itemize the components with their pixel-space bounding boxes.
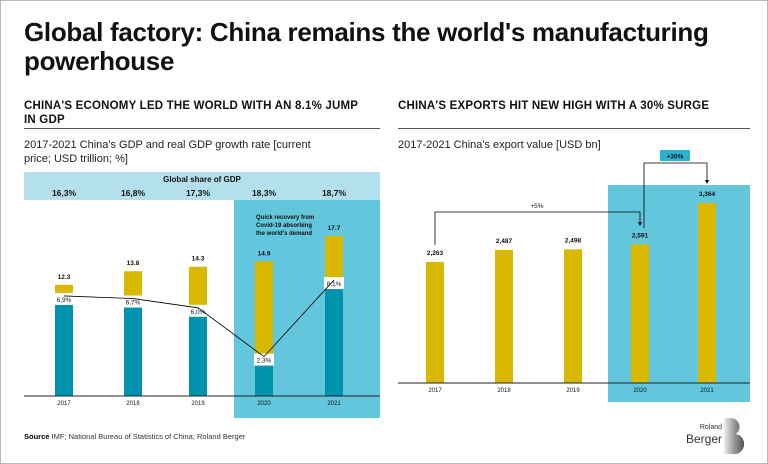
arrow-30pct <box>643 162 708 228</box>
source-note: Source IMF; National Bureau of Statistic… <box>24 432 245 441</box>
export-bar <box>564 249 582 383</box>
roland-berger-logo: Roland Berger <box>686 418 744 455</box>
left-heading: CHINA'S ECONOMY LED THE WORLD WITH AN 8.… <box>24 100 358 126</box>
gdp-value-label: 13.8 <box>127 260 140 267</box>
x-tick-label: 2021 <box>700 388 714 394</box>
x-tick-label: 2019 <box>191 401 205 407</box>
x-tick-label: 2018 <box>126 401 140 407</box>
global-share-label: 16,3% <box>52 188 77 198</box>
x-tick-label: 2017 <box>57 401 71 407</box>
export-bar <box>698 203 716 383</box>
growth-bar <box>255 365 273 396</box>
annotation: the world's demand <box>256 231 312 237</box>
gdp-value-label: 14.9 <box>258 250 271 257</box>
arrow-head <box>638 222 642 226</box>
growth-bar <box>124 307 142 396</box>
x-tick-label: 2021 <box>327 401 341 407</box>
growth-value-label: 6,0% <box>191 309 206 316</box>
growth-bar <box>325 289 343 396</box>
gdp-value-label: 17.7 <box>328 225 341 232</box>
source-text: IMF; National Bureau of Statistics of Ch… <box>51 432 246 441</box>
global-share-band <box>24 172 380 200</box>
right-rule <box>398 128 750 129</box>
arrow-5pct <box>434 211 641 245</box>
svg-text:Roland: Roland <box>700 424 722 431</box>
source-label: Source <box>24 432 50 441</box>
growth-bar <box>189 316 207 396</box>
growth-value-label: 8,1% <box>327 281 342 288</box>
growth-value-label: 2,3% <box>257 358 272 365</box>
growth-bar <box>55 304 73 396</box>
export-bar <box>495 249 513 383</box>
band-title: Global share of GDP <box>163 175 241 184</box>
growth-line <box>63 279 335 358</box>
gdp-value-label: 12.3 <box>58 274 71 281</box>
growth-annotation-30pct: +30% <box>667 154 684 161</box>
right-subtitle: 2017-2021 China's export value [USD bn] <box>398 139 601 151</box>
global-share-label: 18,7% <box>322 188 347 198</box>
annotation: Quick recovery from <box>256 215 314 221</box>
export-value-label: 2,487 <box>496 238 513 245</box>
export-value-label: 2,498 <box>565 237 582 244</box>
global-share-label: 16,8% <box>121 188 146 198</box>
x-tick-label: 2017 <box>428 388 442 394</box>
annotation: Covid-19 absorbing <box>256 223 312 229</box>
growth-value-label: 6,9% <box>57 297 72 304</box>
export-bar <box>426 261 444 383</box>
growth-annotation-5pct: +5% <box>530 203 543 210</box>
export-value-label: 2,591 <box>632 232 649 239</box>
x-tick-label: 2020 <box>633 388 647 394</box>
svg-text:Berger: Berger <box>686 432 722 446</box>
export-bar <box>631 244 649 383</box>
global-share-label: 18,3% <box>252 188 277 198</box>
x-tick-label: 2020 <box>257 401 271 407</box>
left-rule <box>24 128 380 129</box>
global-share-label: 17,3% <box>186 188 211 198</box>
gdp-value-label: 14.3 <box>192 256 205 263</box>
left-subtitle: 2017-2021 China's GDP and real GDP growt… <box>24 139 311 165</box>
x-tick-label: 2019 <box>566 388 580 394</box>
export-value-label: 3,364 <box>699 191 716 198</box>
x-tick-label: 2018 <box>497 388 511 394</box>
export-value-label: 2,263 <box>427 250 444 257</box>
growth-annotation-bg <box>660 150 690 161</box>
growth-value-label: 6,7% <box>126 300 141 307</box>
right-heading: CHINA'S EXPORTS HIT NEW HIGH WITH A 30% … <box>398 100 710 112</box>
growth-label-bg <box>254 353 274 366</box>
arrow-head <box>705 180 709 184</box>
page-title: Global factory: China remains the world'… <box>24 17 709 76</box>
growth-label-bg <box>188 304 208 317</box>
highlight-box-right <box>608 185 750 402</box>
